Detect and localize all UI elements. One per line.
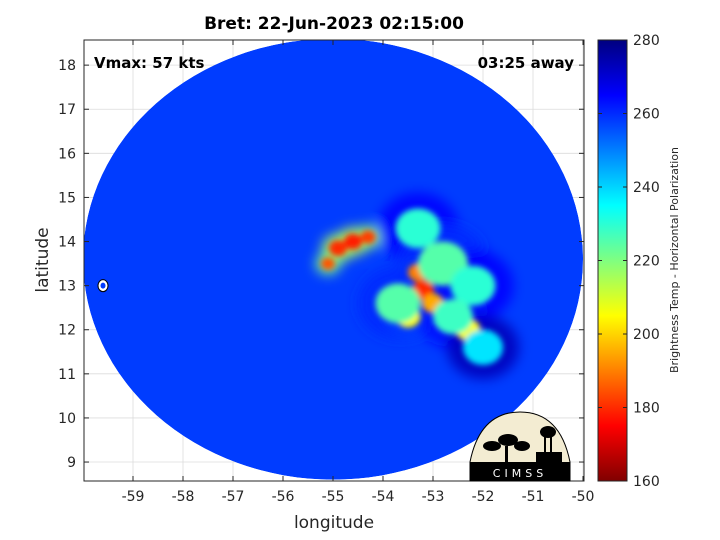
x-tick-label: -59 — [122, 489, 145, 505]
feature-core — [395, 208, 441, 249]
colorbar-tick-label: 260 — [633, 107, 660, 123]
y-tick-label: 9 — [67, 455, 76, 471]
colorbar-ticks: 160 180 200 220 240 260 280 — [598, 33, 660, 490]
x-tick-label: -58 — [172, 489, 195, 505]
y-tick-label: 16 — [58, 146, 76, 162]
colorbar-tick-label: 160 — [633, 474, 660, 490]
colorbar-tick-label: 180 — [633, 401, 660, 417]
y-tick-label: 11 — [58, 367, 76, 383]
colorbar-label: Brightness Temp - Horizontal Polarizatio… — [668, 147, 681, 373]
colorbar: 160 180 200 220 240 260 280 Brightness Temp - … — [597, 33, 681, 490]
axes-frame — [83, 39, 585, 482]
cimss-logo-text: CIMSS — [493, 467, 547, 480]
x-tick-label: -50 — [572, 489, 595, 505]
vmax-annotation: Vmax: 57 kts — [94, 54, 204, 72]
feature-layer-core — [321, 208, 503, 366]
cimss-logo: CIMSS — [469, 411, 571, 482]
x-tick-label: -56 — [272, 489, 295, 505]
feature-core — [450, 265, 496, 306]
x-tick-label: -55 — [322, 489, 345, 505]
feature-core — [375, 283, 421, 324]
heatmap-swath — [84, 40, 583, 480]
colorbar-tick-label: 240 — [633, 180, 660, 196]
y-tick-label: 10 — [58, 411, 76, 427]
outlier-center — [100, 282, 106, 289]
y-tick-label: 15 — [58, 190, 76, 206]
y-tick-label: 13 — [58, 279, 76, 295]
y-axis-label: latitude — [33, 227, 53, 292]
feature-core — [329, 240, 347, 257]
time-away-annotation: 03:25 away — [478, 54, 575, 72]
colorbar-tick-label: 280 — [633, 33, 660, 49]
x-tick-label: -54 — [372, 489, 395, 505]
y-tick-label: 14 — [58, 235, 76, 251]
x-tick-label: -51 — [522, 489, 545, 505]
x-tick-label: -52 — [472, 489, 495, 505]
feature-core — [463, 329, 503, 366]
x-tick-label: -53 — [422, 489, 445, 505]
feature-core — [321, 257, 335, 270]
outlier-contour — [97, 279, 109, 293]
y-tick-label: 17 — [58, 102, 76, 118]
swath-content — [84, 40, 583, 480]
colorbar-tick-label: 200 — [633, 327, 660, 343]
x-axis-ticks: -59 -58 -57 -56 -55 -54 -53 -52 -51 -50 — [122, 40, 595, 505]
y-tick-label: 18 — [58, 58, 76, 74]
feature-core — [360, 230, 376, 244]
x-axis-label: longitude — [294, 513, 374, 533]
chart-title: Bret: 22-Jun-2023 02:15:00 — [204, 14, 464, 34]
feature-core — [344, 233, 362, 250]
colorbar-gradient — [597, 39, 628, 482]
colorbar-tick-label: 220 — [633, 254, 660, 270]
x-tick-label: -57 — [222, 489, 245, 505]
y-axis-ticks: 9 10 11 12 13 14 15 16 17 18 — [58, 58, 584, 471]
feature-core — [433, 298, 473, 335]
y-tick-label: 12 — [58, 323, 76, 339]
